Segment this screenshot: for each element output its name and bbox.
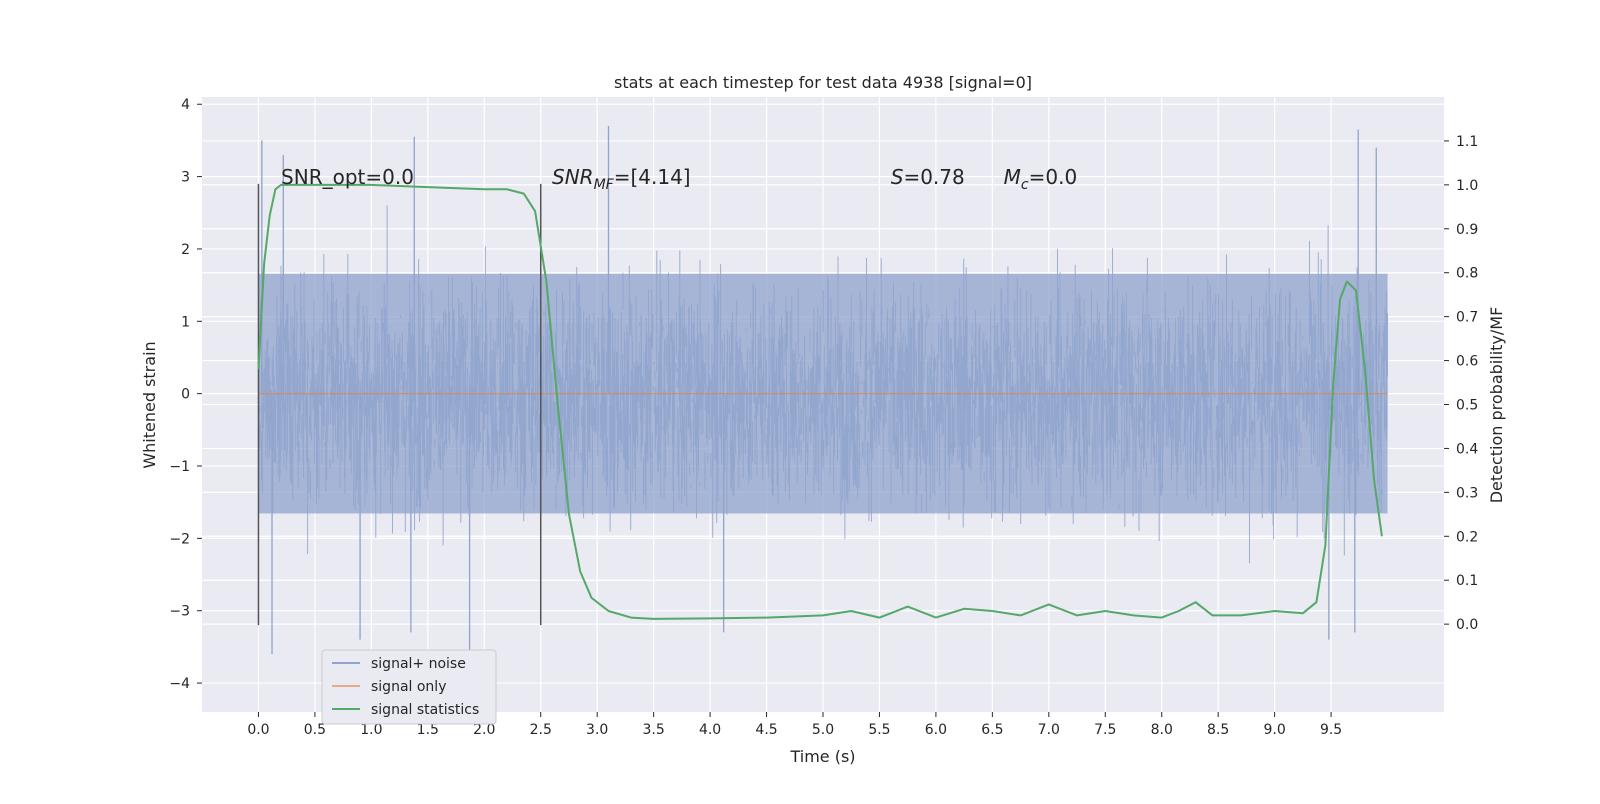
y-ticks: −4 −3 −2 −1 0 1 2 3 4 bbox=[169, 97, 202, 692]
x-tick-label-10: 5.0 bbox=[812, 722, 834, 738]
x-tick-label-14: 7.0 bbox=[1038, 722, 1060, 738]
annotation-snr_opt: SNR_opt=0.0 bbox=[281, 165, 414, 189]
vertical-markers bbox=[257, 183, 542, 626]
x-tick-label-7: 3.5 bbox=[643, 722, 665, 738]
y-right-ticks: 0.0 0.1 0.2 0.3 0.4 0.5 0.6 0.7 0.8 0.9 1.0 1.1 bbox=[1444, 134, 1478, 633]
legend: signal+ noise signal only signal statist… bbox=[321, 649, 497, 725]
y-right-tick-label-6: 0.6 bbox=[1456, 354, 1478, 370]
y-tick-label-6: 2 bbox=[181, 242, 190, 258]
y-right-tick-label-1: 0.1 bbox=[1456, 573, 1478, 589]
legend-label-signal-plus-noise: signal+ noise bbox=[371, 656, 466, 672]
x-tick-label-17: 8.5 bbox=[1207, 722, 1229, 738]
x-tick-label-11: 5.5 bbox=[868, 722, 890, 738]
chart-title: stats at each timestep for test data 493… bbox=[614, 73, 1032, 92]
y-right-tick-label-5: 0.5 bbox=[1456, 398, 1478, 414]
annotation-snr_mf: SNRMF=[4.14] bbox=[552, 165, 691, 193]
y-right-tick-label-9: 0.9 bbox=[1456, 222, 1478, 238]
legend-label-signal-statistics: signal statistics bbox=[371, 702, 479, 718]
x-tick-label-12: 6.0 bbox=[925, 722, 947, 738]
y-tick-label-4: 0 bbox=[181, 387, 190, 403]
y-right-tick-label-8: 0.8 bbox=[1456, 266, 1478, 282]
y-right-tick-label-4: 0.4 bbox=[1456, 441, 1478, 457]
x-tick-label-6: 3.0 bbox=[586, 722, 608, 738]
x-tick-label-5: 2.5 bbox=[530, 722, 552, 738]
x-tick-label-3: 1.5 bbox=[417, 722, 439, 738]
x-tick-label-4: 2.0 bbox=[473, 722, 495, 738]
y-right-tick-label-0: 0.0 bbox=[1456, 617, 1478, 633]
x-tick-label-9: 4.5 bbox=[755, 722, 777, 738]
annotation-mc: Mc=0.0 bbox=[1004, 165, 1078, 193]
legend-box bbox=[321, 649, 497, 725]
y-axis-label: Whitened strain bbox=[140, 341, 159, 468]
x-ticks: 0.0 0.5 1.0 1.5 2.0 2.5 3.0 3.5 4.0 4.5 5.0 5.5 6.0 6… bbox=[247, 712, 1342, 738]
y-tick-label-7: 3 bbox=[181, 170, 190, 186]
signal-statistics-line bbox=[257, 183, 1383, 620]
x-tick-label-2: 1.0 bbox=[360, 722, 382, 738]
y-right-tick-label-7: 0.7 bbox=[1456, 310, 1478, 326]
y-right-tick-label-11: 1.1 bbox=[1456, 134, 1478, 150]
y-tick-label-8: 4 bbox=[181, 97, 190, 113]
y-tick-label-0: −4 bbox=[169, 676, 190, 692]
annotation-s: S=0.78 bbox=[891, 165, 965, 189]
x-tick-label-16: 8.0 bbox=[1151, 722, 1173, 738]
x-tick-label-0: 0.0 bbox=[247, 722, 269, 738]
x-tick-label-19: 9.5 bbox=[1320, 722, 1342, 738]
y-tick-label-3: −1 bbox=[169, 459, 190, 475]
y-tick-label-1: −3 bbox=[169, 604, 190, 620]
legend-label-signal-only: signal only bbox=[371, 679, 446, 695]
y-tick-label-2: −2 bbox=[169, 531, 190, 547]
x-tick-label-18: 9.0 bbox=[1264, 722, 1286, 738]
x-tick-label-1: 0.5 bbox=[304, 722, 326, 738]
x-axis-label: Time (s) bbox=[789, 747, 855, 766]
y-right-tick-label-2: 0.2 bbox=[1456, 529, 1478, 545]
annotations: SNR_opt=0.0 SNRMF=[4.14] S=0.78 Mc=0.0 bbox=[281, 165, 1077, 193]
y-tick-label-5: 1 bbox=[181, 314, 190, 330]
y-axis-right-label: Detection probability/MF bbox=[1487, 307, 1506, 504]
y-right-tick-label-3: 0.3 bbox=[1456, 485, 1478, 501]
x-tick-label-13: 6.5 bbox=[981, 722, 1003, 738]
x-tick-label-15: 7.5 bbox=[1094, 722, 1116, 738]
y-right-tick-label-10: 1.0 bbox=[1456, 178, 1478, 194]
series-signal-statistics bbox=[257, 183, 1383, 620]
x-tick-label-8: 4.0 bbox=[699, 722, 721, 738]
